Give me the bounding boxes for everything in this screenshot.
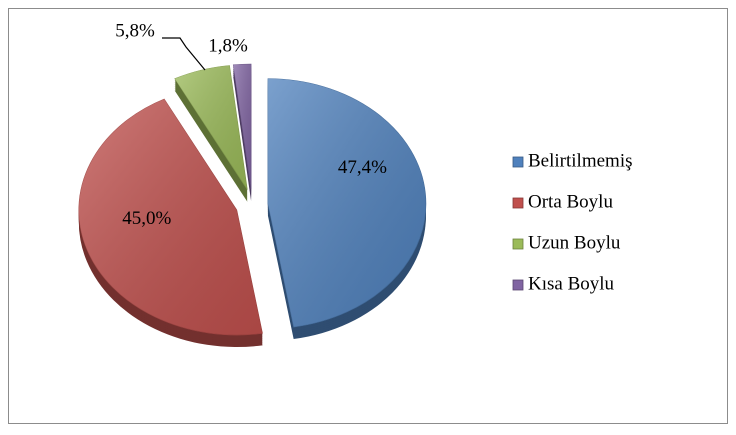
legend-swatch: [512, 156, 524, 168]
slice-sheen: [78, 99, 263, 336]
legend-label: Orta Boylu: [528, 191, 613, 212]
slice-sheen: [267, 78, 426, 328]
leader-line: [162, 37, 206, 71]
value-label: 1,8%: [208, 35, 248, 56]
legend-swatch: [512, 197, 524, 209]
value-label: 5,8%: [115, 20, 155, 41]
legend-swatch: [512, 279, 524, 291]
value-label: 45,0%: [122, 208, 171, 229]
legend-swatch: [512, 238, 524, 250]
slice-sheen: [233, 64, 252, 190]
legend-label: Belirtilmemiş: [528, 150, 633, 171]
slice-sheen: [174, 65, 248, 190]
legend-label: Uzun Boylu: [528, 232, 621, 253]
value-label: 47,4%: [338, 157, 387, 178]
legend-label: Kısa Boylu: [528, 273, 615, 294]
